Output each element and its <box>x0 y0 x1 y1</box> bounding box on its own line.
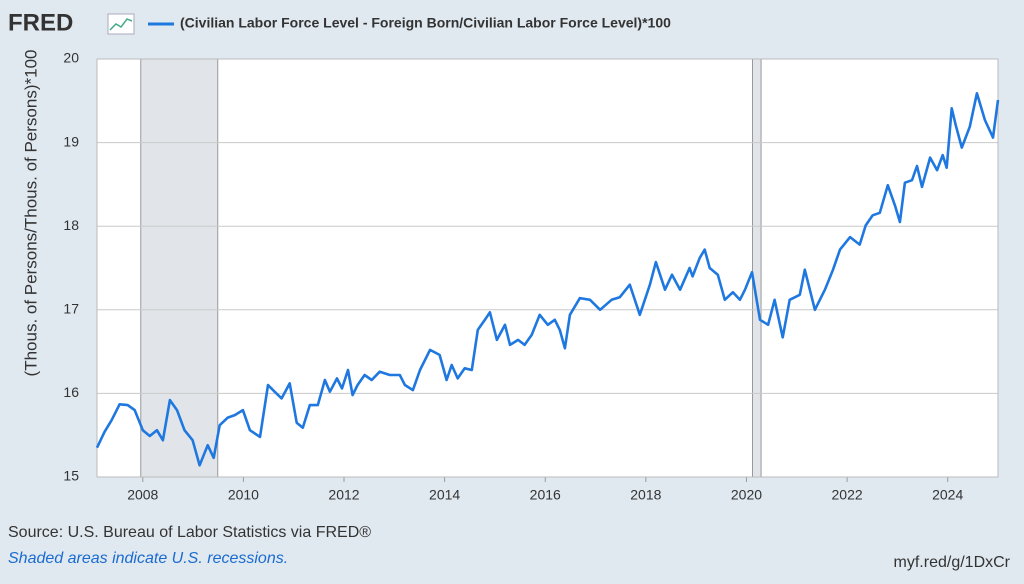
y-tick-label: 19 <box>63 133 79 149</box>
x-tick-label: 2014 <box>429 487 460 503</box>
y-tick-label: 17 <box>63 301 79 317</box>
x-tick-label: 2010 <box>228 487 259 503</box>
legend-label: (Civilian Labor Force Level - Foreign Bo… <box>180 15 671 31</box>
y-tick-label: 15 <box>63 468 79 484</box>
y-tick-label: 16 <box>63 384 79 400</box>
logo-icon-box <box>107 13 135 35</box>
plot-border <box>96 58 999 478</box>
x-tick-label: 2008 <box>127 487 158 503</box>
y-axis-label: (Thous. of Persons/Thous. of Persons)*10… <box>21 50 40 377</box>
recession-band <box>140 58 219 478</box>
y-tick-label: 20 <box>63 50 79 66</box>
recession-note: Shaded areas indicate U.S. recessions. <box>8 550 288 567</box>
fred-logo: FRED <box>8 9 73 36</box>
x-tick-label: 2024 <box>932 487 963 503</box>
x-tick-label: 2016 <box>530 487 561 503</box>
plot-area <box>97 59 998 477</box>
x-tick-label: 2022 <box>832 487 863 503</box>
x-tick-label: 2018 <box>630 487 661 503</box>
y-tick-label: 18 <box>63 217 79 233</box>
x-tick-label: 2020 <box>731 487 762 503</box>
source: Source: U.S. Bureau of Labor Statistics … <box>8 524 371 541</box>
x-tick-label: 2012 <box>328 487 359 503</box>
data-line <box>95 92 1000 467</box>
short-url: myf.red/g/1DxCr <box>894 554 1011 571</box>
recession-band <box>752 58 762 478</box>
logo-icon-line <box>109 18 133 31</box>
logo-icon <box>107 13 135 35</box>
